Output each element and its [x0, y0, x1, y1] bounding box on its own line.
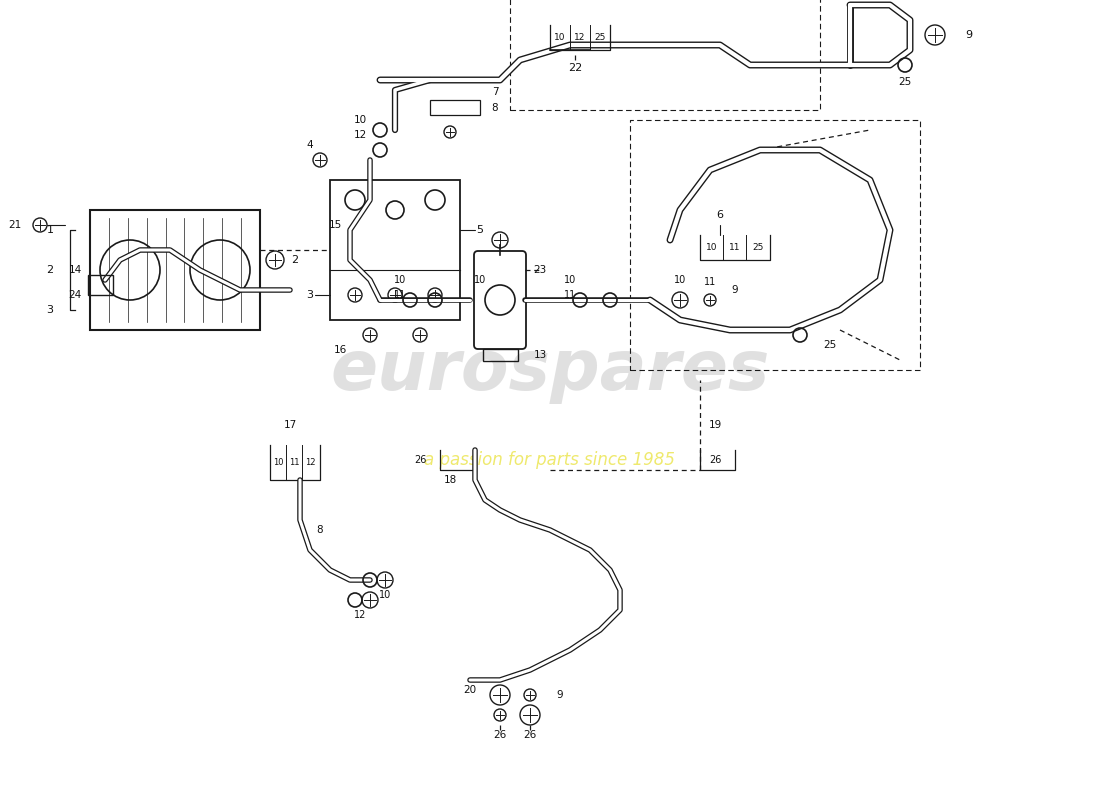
Text: 25: 25 [824, 340, 837, 350]
Text: a passion for parts since 1985: a passion for parts since 1985 [425, 451, 675, 469]
Text: 17: 17 [284, 420, 297, 430]
Text: 2: 2 [46, 265, 54, 275]
Text: 26: 26 [708, 455, 722, 465]
Text: 19: 19 [708, 420, 722, 430]
Text: 10: 10 [554, 33, 565, 42]
Text: 23: 23 [534, 265, 547, 275]
Text: 9: 9 [557, 690, 563, 700]
Text: 26: 26 [494, 730, 507, 740]
Text: 10: 10 [378, 590, 392, 600]
Text: 25: 25 [752, 243, 763, 252]
Text: 2: 2 [292, 255, 298, 265]
Bar [330, 180, 460, 320]
Bar [90, 210, 260, 330]
Text: 13: 13 [534, 350, 547, 360]
Text: 8: 8 [317, 525, 323, 535]
Text: 11: 11 [564, 290, 576, 300]
Text: 11: 11 [394, 290, 406, 300]
Text: 26: 26 [524, 730, 537, 740]
Text: 10: 10 [394, 275, 406, 285]
Bar [483, 349, 517, 361]
Text: 7: 7 [492, 87, 498, 97]
Text: 5: 5 [476, 225, 484, 235]
Text: 20: 20 [463, 685, 476, 695]
Text: 12: 12 [574, 33, 585, 42]
Text: 16: 16 [333, 345, 346, 355]
Text: 10: 10 [474, 275, 486, 285]
Text: 1: 1 [46, 225, 54, 235]
Text: 3: 3 [46, 305, 54, 315]
Text: 12: 12 [305, 458, 316, 467]
Text: 26: 26 [414, 455, 426, 465]
Text: 10: 10 [353, 115, 366, 125]
Text: 11: 11 [704, 277, 716, 287]
Text: 22: 22 [568, 63, 582, 73]
Text: 3: 3 [307, 290, 314, 300]
Text: 24: 24 [68, 290, 81, 300]
Text: 4: 4 [307, 140, 314, 150]
Text: 14: 14 [68, 265, 81, 275]
Bar [88, 275, 112, 295]
Text: 18: 18 [443, 475, 456, 485]
Text: 25: 25 [594, 33, 606, 42]
Text: eurospares: eurospares [330, 337, 770, 403]
Text: 10: 10 [706, 243, 717, 252]
Text: 6: 6 [716, 210, 724, 220]
Bar [430, 100, 480, 115]
Text: 11: 11 [728, 243, 740, 252]
Text: 12: 12 [353, 130, 366, 140]
Text: 9: 9 [965, 30, 972, 40]
Text: 10: 10 [674, 275, 686, 285]
Text: 10: 10 [273, 458, 284, 467]
Text: 21: 21 [9, 220, 22, 230]
Text: 10: 10 [564, 275, 576, 285]
Text: 15: 15 [329, 220, 342, 230]
Text: 25: 25 [899, 77, 912, 87]
Text: 11: 11 [288, 458, 299, 467]
Text: 8: 8 [492, 103, 498, 113]
Text: 12: 12 [354, 610, 366, 620]
Text: 9: 9 [732, 285, 738, 295]
